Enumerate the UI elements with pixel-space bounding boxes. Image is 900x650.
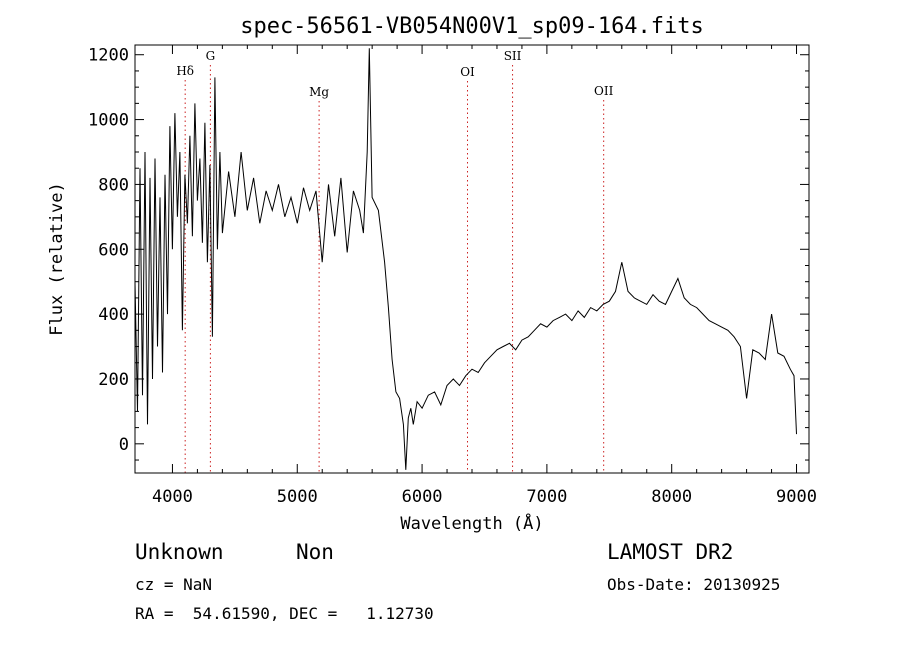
- x-axis-title: Wavelength (Å): [400, 512, 543, 534]
- spectrum-series-line: [134, 48, 797, 470]
- survey-label: LAMOST DR2: [607, 540, 734, 564]
- y-tick-label-800: 800: [98, 175, 129, 195]
- line-label-sii: SII: [504, 49, 522, 63]
- y-axis-title: Flux (relative): [47, 182, 67, 336]
- y-tick-label-0: 0: [119, 435, 129, 455]
- chart-title: spec-56561-VB054N00V1_sp09-164.fits: [240, 14, 704, 39]
- coordinates-label: RA = 54.61590, DEC = 1.12730: [135, 604, 434, 623]
- x-tick-label-6000: 6000: [402, 487, 443, 507]
- x-tick-label-5000: 5000: [277, 487, 318, 507]
- x-tick-label-7000: 7000: [526, 487, 567, 507]
- y-tick-label-600: 600: [98, 240, 129, 260]
- line-label-h: Hδ: [176, 64, 194, 78]
- x-tick-label-4000: 4000: [152, 487, 193, 507]
- line-label-mg: Mg: [309, 85, 329, 99]
- line-label-oi: OI: [460, 65, 475, 79]
- y-tick-label-400: 400: [98, 305, 129, 325]
- line-label-g: G: [206, 49, 216, 63]
- obs-date-label: Obs-Date: 20130925: [607, 575, 781, 594]
- axis-ticks: 4000 5000 6000 7000 8000 9000 0 200 400 600 800 100…: [88, 45, 817, 507]
- y-tick-label-1200: 1200: [88, 46, 129, 66]
- plot-frame: [134, 44, 810, 474]
- redshift-label: cz = NaN: [135, 575, 213, 594]
- spectral-line-markers: Hδ G Mg OI SII OII: [176, 49, 614, 473]
- class-label: Unknown: [135, 540, 224, 564]
- line-label-oii: OII: [594, 84, 614, 98]
- x-tick-label-8000: 8000: [651, 487, 692, 507]
- subclass-label: Non: [296, 540, 334, 564]
- x-tick-label-9000: 9000: [776, 487, 817, 507]
- y-tick-label-200: 200: [98, 370, 129, 390]
- y-tick-label-1000: 1000: [88, 111, 129, 131]
